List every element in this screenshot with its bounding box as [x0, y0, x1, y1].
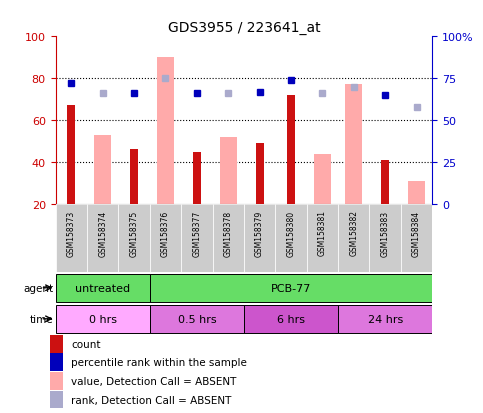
Bar	[50, 335, 63, 353]
Text: untreated: untreated	[75, 283, 130, 293]
Text: 0 hrs: 0 hrs	[89, 314, 116, 324]
Bar	[401, 204, 432, 273]
Text: GSM158374: GSM158374	[98, 210, 107, 256]
Bar	[181, 204, 213, 273]
Text: GSM158383: GSM158383	[381, 210, 390, 256]
Bar	[150, 305, 244, 333]
Text: count: count	[71, 339, 100, 349]
Text: 24 hrs: 24 hrs	[368, 314, 403, 324]
Bar	[220, 138, 237, 204]
Bar	[369, 204, 401, 273]
Text: GSM158379: GSM158379	[255, 210, 264, 256]
Bar	[338, 305, 432, 333]
Text: GSM158382: GSM158382	[349, 210, 358, 256]
Bar	[244, 305, 338, 333]
Text: time: time	[29, 314, 53, 324]
Title: GDS3955 / 223641_at: GDS3955 / 223641_at	[168, 21, 320, 35]
Text: GSM158375: GSM158375	[129, 210, 139, 256]
Text: GSM158373: GSM158373	[67, 210, 76, 256]
Bar	[150, 204, 181, 273]
Bar	[307, 204, 338, 273]
Text: GSM158381: GSM158381	[318, 210, 327, 256]
Bar	[408, 181, 425, 204]
Bar	[287, 96, 295, 204]
Bar	[338, 204, 369, 273]
Bar	[67, 106, 75, 204]
Bar	[50, 372, 63, 390]
Bar	[56, 274, 150, 302]
Bar	[213, 204, 244, 273]
Bar	[50, 391, 63, 408]
Bar	[256, 144, 264, 204]
Bar	[345, 85, 362, 204]
Bar	[50, 354, 63, 371]
Text: GSM158378: GSM158378	[224, 210, 233, 256]
Bar	[56, 204, 87, 273]
Bar	[381, 161, 389, 204]
Text: agent: agent	[23, 283, 53, 293]
Text: GSM158380: GSM158380	[286, 210, 296, 256]
Bar	[275, 204, 307, 273]
Text: GSM158384: GSM158384	[412, 210, 421, 256]
Text: PCB-77: PCB-77	[271, 283, 311, 293]
Text: 6 hrs: 6 hrs	[277, 314, 305, 324]
Bar	[87, 204, 118, 273]
Text: rank, Detection Call = ABSENT: rank, Detection Call = ABSENT	[71, 394, 231, 405]
Bar	[150, 274, 432, 302]
Text: GSM158376: GSM158376	[161, 210, 170, 256]
Bar	[244, 204, 275, 273]
Bar	[130, 150, 138, 204]
Text: 0.5 hrs: 0.5 hrs	[178, 314, 216, 324]
Text: value, Detection Call = ABSENT: value, Detection Call = ABSENT	[71, 376, 236, 386]
Bar	[118, 204, 150, 273]
Bar	[193, 152, 201, 204]
Bar	[94, 135, 111, 204]
Bar	[56, 305, 150, 333]
Bar	[157, 58, 174, 204]
Bar	[314, 154, 331, 204]
Text: GSM158377: GSM158377	[192, 210, 201, 256]
Text: percentile rank within the sample: percentile rank within the sample	[71, 357, 247, 368]
